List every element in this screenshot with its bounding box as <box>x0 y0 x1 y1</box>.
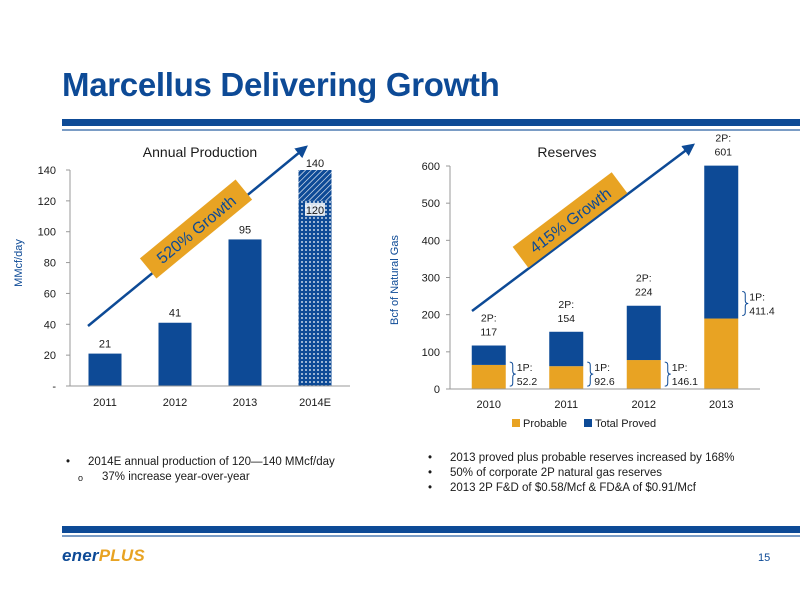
y-tick-label: 140 <box>38 165 56 177</box>
total-label-prefix: 2P: <box>481 313 497 325</box>
bottom-rule-thin <box>62 535 800 537</box>
one-p-label-value: 411.4 <box>749 306 775 318</box>
reserves-title: Reserves <box>537 144 596 160</box>
y-tick-label: 100 <box>422 347 440 359</box>
bar <box>88 353 122 386</box>
bar-value-label: 120 <box>306 205 324 217</box>
y-tick-label: 600 <box>422 161 440 173</box>
x-tick-label: 2014E <box>299 397 331 409</box>
legend-label-total-proved: Total Proved <box>595 418 656 430</box>
total-label-value: 154 <box>557 313 575 325</box>
logo-ener: ener <box>62 546 99 565</box>
x-tick-label: 2011 <box>93 397 117 409</box>
y-tick-label: 400 <box>422 235 440 247</box>
bar-value-label: 21 <box>99 339 111 351</box>
right-bullet-item: 2013 proved plus probable reserves incre… <box>424 451 735 466</box>
one-p-bracket <box>664 361 671 387</box>
reserves-growth-label: 415% Growth <box>527 185 615 257</box>
y-tick-label: 60 <box>44 288 56 300</box>
right-bullet-item: 50% of corporate 2P natural gas reserves <box>424 466 735 481</box>
legend-swatch-total-proved <box>584 419 592 427</box>
page-number: 15 <box>758 552 771 564</box>
one-p-label-prefix: 1P: <box>517 362 533 374</box>
one-p-label-value: 146.1 <box>672 376 698 388</box>
one-p-label-value: 52.2 <box>517 376 538 388</box>
x-tick-label: 2013 <box>709 399 733 411</box>
top-rule <box>62 119 800 126</box>
legend-swatch-probable <box>512 419 520 427</box>
one-p-bracket <box>742 291 749 317</box>
bar-total-proved <box>549 331 584 367</box>
y-tick-label: 120 <box>38 196 56 208</box>
slide-title: Marcellus Delivering Growth <box>62 66 500 103</box>
annual-production-ylabel: MMcf/day <box>13 239 25 287</box>
annual-production-growth-label: 520% Growth <box>154 193 240 268</box>
logo-plus: PLUS <box>98 546 145 565</box>
bar-value-label-bg <box>305 202 325 216</box>
y-tick-label: 20 <box>44 350 56 362</box>
reserves-growth-banner: 415% Growth <box>512 172 628 268</box>
x-tick-label: 2011 <box>554 399 578 411</box>
bar-range-upper <box>298 170 332 201</box>
bar-value-label: 95 <box>239 224 251 236</box>
left-sub-bullet-item: 37% increase year-over-year <box>62 470 335 486</box>
total-label-value: 224 <box>635 287 653 299</box>
reserves-growth-arrow <box>471 143 695 312</box>
y-tick-label: 200 <box>422 310 440 322</box>
reserves-ylabel: Bcf of Natural Gas <box>389 235 401 325</box>
one-p-bracket <box>587 361 594 387</box>
one-p-label-prefix: 1P: <box>672 362 688 374</box>
bar-value-label: 41 <box>169 308 181 320</box>
y-tick-label: 40 <box>44 319 56 331</box>
bar <box>158 322 192 386</box>
x-tick-label: 2013 <box>233 397 257 409</box>
bar <box>298 200 332 386</box>
left-bullet-item: 2014E annual production of 120—140 MMcf/… <box>62 455 335 470</box>
right-bullets: 2013 proved plus probable reserves incre… <box>424 451 735 496</box>
bar-probable <box>626 360 661 389</box>
one-p-label-prefix: 1P: <box>594 362 610 374</box>
left-bullets: 2014E annual production of 120—140 MMcf/… <box>62 455 335 486</box>
enerplus-logo: enerPLUS <box>62 546 145 566</box>
bar-total-proved <box>704 165 739 319</box>
y-tick-label: 100 <box>38 227 56 239</box>
total-label-prefix: 2P: <box>715 133 731 145</box>
bar-total-proved <box>471 345 506 365</box>
x-tick-label: 2012 <box>163 397 187 409</box>
y-tick-label: 80 <box>44 258 56 270</box>
bar-range-top-label: 140 <box>306 158 324 170</box>
bottom-rule <box>62 526 800 533</box>
x-tick-label: 2010 <box>477 399 501 411</box>
total-label-value: 601 <box>714 147 732 159</box>
bar-probable <box>471 364 506 389</box>
one-p-label-prefix: 1P: <box>749 292 765 304</box>
annual-production-chart: Annual Production MMcf/day - 20 40 60 80 100 1… <box>13 144 350 409</box>
y-tick-label: 0 <box>434 384 440 396</box>
annual-production-title: Annual Production <box>143 144 257 160</box>
bar-probable <box>704 318 739 389</box>
one-p-bracket <box>509 361 516 387</box>
one-p-label-value: 92.6 <box>594 376 615 388</box>
bar-probable <box>549 366 584 389</box>
right-bullet-item: 2013 2P F&D of $0.58/Mcf & FD&A of $0.91… <box>424 481 735 496</box>
reserves-chart: Reserves Bcf of Natural Gas 0 100 200 300 40… <box>389 133 775 430</box>
bar <box>228 239 262 386</box>
total-label-prefix: 2P: <box>636 273 652 285</box>
legend-label-probable: Probable <box>523 418 567 430</box>
total-label-prefix: 2P: <box>558 299 574 311</box>
y-tick-label: 300 <box>422 273 440 285</box>
y-tick-label: 500 <box>422 198 440 210</box>
top-rule-thin <box>62 129 800 131</box>
bar-total-proved <box>626 305 661 361</box>
total-label-value: 117 <box>480 327 497 339</box>
reserves-legend: Probable Total Proved <box>512 418 656 430</box>
y-tick-label: - <box>52 381 56 393</box>
x-tick-label: 2012 <box>632 399 656 411</box>
